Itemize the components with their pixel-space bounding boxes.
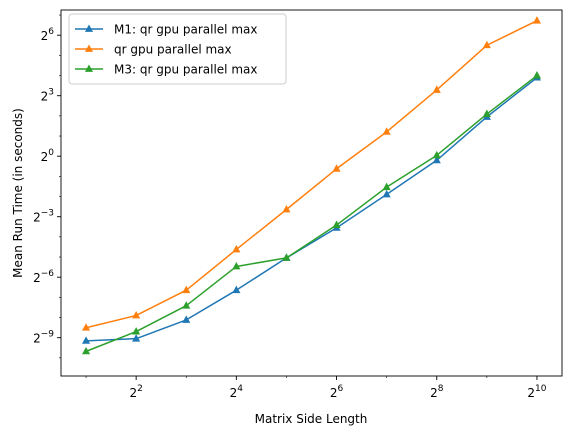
data-point: [482, 109, 491, 117]
data-point: [332, 164, 341, 172]
data-point: [432, 85, 441, 93]
data-point: [432, 150, 441, 159]
legend-marker: [84, 44, 94, 52]
y-tick-label: 23: [41, 88, 54, 104]
series-1: [82, 16, 541, 331]
data-point: [182, 285, 191, 294]
data-point: [382, 127, 391, 135]
data-point: [132, 334, 141, 342]
data-point: [232, 244, 241, 253]
data-point: [82, 323, 91, 331]
data-point: [82, 336, 91, 344]
legend-label: M3: qr gpu parallel max: [114, 63, 257, 77]
data-point: [132, 327, 141, 335]
y-tick-label: 2−3: [33, 209, 54, 225]
y-axis-label: Mean Run Time (in seconds): [11, 108, 25, 278]
data-point: [182, 315, 191, 323]
data-point: [532, 16, 541, 24]
y-tick-label: 2−9: [33, 330, 54, 346]
data-point: [132, 310, 141, 319]
y-tick-label: 2−6: [33, 269, 54, 285]
x-tick-label: 210: [527, 384, 546, 400]
x-tick-label: 26: [330, 384, 344, 400]
legend-marker: [84, 24, 94, 32]
y-tick-label: 20: [41, 148, 55, 164]
data-point: [432, 155, 441, 164]
data-point: [282, 205, 291, 213]
data-point: [332, 220, 341, 228]
data-point: [532, 71, 541, 79]
x-tick-label: 24: [230, 384, 244, 400]
data-point: [382, 182, 391, 191]
x-tick-label: 22: [129, 384, 142, 400]
data-point: [482, 40, 491, 49]
legend-marker: [84, 64, 94, 72]
x-axis: 22 24 26 28 210: [85, 376, 547, 400]
x-axis-label: Matrix Side Length: [255, 412, 368, 426]
data-point: [282, 253, 291, 261]
series-line: [85, 74, 538, 353]
legend: M1: qr gpu parallel max qr gpu parallel m…: [68, 13, 287, 85]
data-point: [82, 346, 91, 355]
series-line: [86, 77, 538, 342]
y-axis: 2−9 2−6 2−3 20 23 26: [33, 14, 61, 359]
x-tick-label: 28: [430, 384, 444, 400]
data-point: [232, 261, 241, 270]
data-point: [182, 301, 191, 309]
data-point: [382, 189, 391, 198]
legend-label: M1: qr gpu parallel max: [114, 23, 257, 37]
series-line: [85, 19, 538, 329]
data-point: [232, 285, 241, 294]
legend-frame: [68, 13, 287, 85]
legend-label: qr gpu parallel max: [114, 43, 232, 57]
series-2: [82, 71, 541, 355]
series-0: [82, 73, 541, 344]
plot-area: [82, 16, 541, 355]
y-tick-label: 26: [41, 27, 55, 43]
axes-frame: [60, 9, 563, 377]
